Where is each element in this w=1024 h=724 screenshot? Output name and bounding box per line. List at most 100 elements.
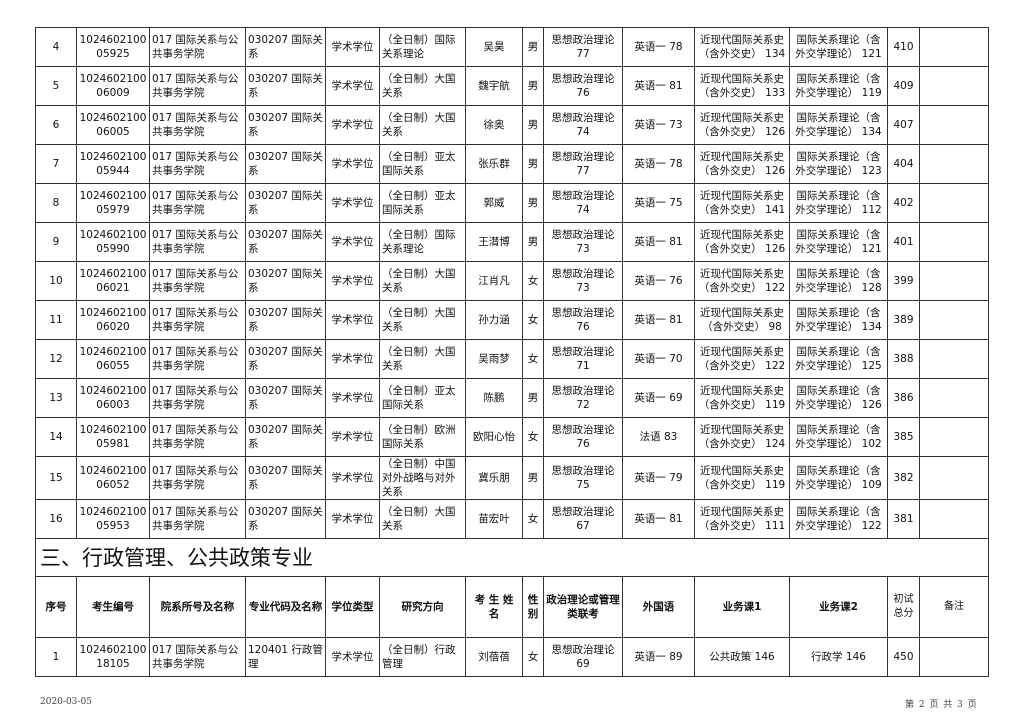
section-title: 三、行政管理、公共政策专业 xyxy=(35,538,989,577)
politics-score: 思想政治理论 76 xyxy=(543,66,623,106)
course2-score-line: 国际关系理论（含 xyxy=(796,112,881,124)
total-score: 382 xyxy=(887,456,920,500)
course2-score-line: 外交学理论） 125 xyxy=(795,360,882,372)
research-direction: （全日制）国际关系理论 xyxy=(379,222,466,262)
course1-score-line: 近现代国际关系史 xyxy=(700,424,784,436)
research-direction: （全日制）亚太国际关系 xyxy=(379,378,466,418)
candidate-id: 1024602100 06052 xyxy=(76,456,150,500)
serial-number: 11 xyxy=(35,300,77,340)
course2-score: 行政学 146 xyxy=(789,637,888,677)
course1-score-line: 近现代国际关系史 xyxy=(700,346,784,358)
candidate-id: 1024602100 06003 xyxy=(76,378,150,418)
course1-score: 近现代国际关系史 （含外交史） 126 xyxy=(694,144,790,184)
language-score: 英语一 78 xyxy=(622,27,695,67)
course2-score-line: 国际关系理论（含 xyxy=(796,506,881,518)
course2-score: 国际关系理论（含 外交学理论） 126 xyxy=(789,378,888,418)
degree-type: 学术学位 xyxy=(325,261,380,301)
course1-score-line: 近现代国际关系史 xyxy=(700,229,784,241)
course2-score: 国际关系理论（含 外交学理论） 122 xyxy=(789,499,888,539)
candidate-name: 徐奥 xyxy=(465,105,523,145)
course2-score: 国际关系理论（含 外交学理论） 134 xyxy=(789,105,888,145)
department: 017 国际关系与公共事务学院 xyxy=(149,144,246,184)
course1-score-line: （含外交史） 133 xyxy=(698,87,786,99)
politics-score-line: 思想政治理论 xyxy=(551,307,615,319)
total-score: 407 xyxy=(887,105,920,145)
course1-score-line: 近现代国际关系史 xyxy=(700,268,784,280)
department: 017 国际关系与公共事务学院 xyxy=(149,637,246,677)
total-score: 401 xyxy=(887,222,920,262)
research-direction: （全日制）大国关系 xyxy=(379,339,466,379)
course1-score-line: （含外交史） 122 xyxy=(698,282,786,294)
degree-type: 学术学位 xyxy=(325,66,380,106)
total-score: 450 xyxy=(887,637,920,677)
course1-score-line: （含外交史） 98 xyxy=(702,321,782,333)
department: 017 国际关系与公共事务学院 xyxy=(149,378,246,418)
politics-score: 思想政治理论 71 xyxy=(543,339,623,379)
department: 017 国际关系与公共事务学院 xyxy=(149,222,246,262)
table-row: 1 1024602100 18105 017 国际关系与公共事务学院 120401 行政… xyxy=(35,637,989,677)
table-row: 13 1024602100 06003 017 国际关系与公共事务学院 030207 国… xyxy=(35,378,989,418)
politics-score: 思想政治理论 74 xyxy=(543,183,623,223)
table-row: 7 1024602100 05944 017 国际关系与公共事务学院 030207 国际… xyxy=(35,144,989,184)
politics-score-line: 思想政治理论 xyxy=(551,151,615,163)
degree-type: 学术学位 xyxy=(325,300,380,340)
candidate-id: 1024602100 06005 xyxy=(76,105,150,145)
major: 030207 国际关系 xyxy=(245,339,326,379)
table-row: 10 1024602100 06021 017 国际关系与公共事务学院 030207 国… xyxy=(35,261,989,301)
politics-score-line: 思想政治理论 xyxy=(551,385,615,397)
major: 030207 国际关系 xyxy=(245,417,326,457)
major: 030207 国际关系 xyxy=(245,66,326,106)
politics-score-line: 73 xyxy=(576,282,590,294)
candidate-id: 1024602100 05979 xyxy=(76,183,150,223)
major: 030207 国际关系 xyxy=(245,499,326,539)
department: 017 国际关系与公共事务学院 xyxy=(149,456,246,500)
candidate-id: 1024602100 06055 xyxy=(76,339,150,379)
course2-score-line: 外交学理论） 121 xyxy=(795,48,882,60)
language-score: 英语一 69 xyxy=(622,378,695,418)
candidate-id-line: 05990 xyxy=(96,243,130,255)
research-direction: （全日制）国际关系理论 xyxy=(379,27,466,67)
gender: 男 xyxy=(522,27,544,67)
note xyxy=(919,417,989,457)
course1-score-line: （含外交史） 122 xyxy=(698,360,786,372)
column-header: 研究方向 xyxy=(379,576,466,638)
course2-score-line: 外交学理论） 134 xyxy=(795,126,882,138)
candidate-id-line: 1024602100 xyxy=(79,385,147,397)
course1-score: 近现代国际关系史 （含外交史） 119 xyxy=(694,378,790,418)
gender: 男 xyxy=(522,66,544,106)
total-score: 410 xyxy=(887,27,920,67)
table-row: 9 1024602100 05990 017 国际关系与公共事务学院 030207 国际… xyxy=(35,222,989,262)
degree-type: 学术学位 xyxy=(325,456,380,500)
department: 017 国际关系与公共事务学院 xyxy=(149,66,246,106)
course2-score: 国际关系理论（含 外交学理论） 119 xyxy=(789,66,888,106)
major: 030207 国际关系 xyxy=(245,27,326,67)
course1-score: 近现代国际关系史 （含外交史） 124 xyxy=(694,417,790,457)
note xyxy=(919,27,989,67)
candidate-id-line: 1024602100 xyxy=(79,190,147,202)
major: 030207 国际关系 xyxy=(245,456,326,500)
language-score: 英语一 76 xyxy=(622,261,695,301)
politics-score: 思想政治理论 67 xyxy=(543,499,623,539)
politics-score: 思想政治理论 76 xyxy=(543,300,623,340)
gender: 男 xyxy=(522,105,544,145)
candidate-name: 陈鹏 xyxy=(465,378,523,418)
serial-number: 16 xyxy=(35,499,77,539)
gender: 女 xyxy=(522,417,544,457)
course1-score: 近现代国际关系史 （含外交史） 134 xyxy=(694,27,790,67)
note xyxy=(919,300,989,340)
candidate-id-line: 1024602100 xyxy=(79,151,147,163)
note xyxy=(919,637,989,677)
course1-score: 近现代国际关系史 （含外交史） 141 xyxy=(694,183,790,223)
total-score: 409 xyxy=(887,66,920,106)
politics-score-line: 思想政治理论 xyxy=(551,465,615,477)
serial-number: 5 xyxy=(35,66,77,106)
politics-score: 思想政治理论 74 xyxy=(543,105,623,145)
course1-score: 近现代国际关系史 （含外交史） 111 xyxy=(694,499,790,539)
serial-number: 14 xyxy=(35,417,77,457)
column-header: 业务课2 xyxy=(789,576,888,638)
column-header: 初试总分 xyxy=(887,576,920,638)
total-score: 404 xyxy=(887,144,920,184)
total-score: 389 xyxy=(887,300,920,340)
candidate-name: 孙力涵 xyxy=(465,300,523,340)
candidate-id-line: 1024602100 xyxy=(79,34,147,46)
